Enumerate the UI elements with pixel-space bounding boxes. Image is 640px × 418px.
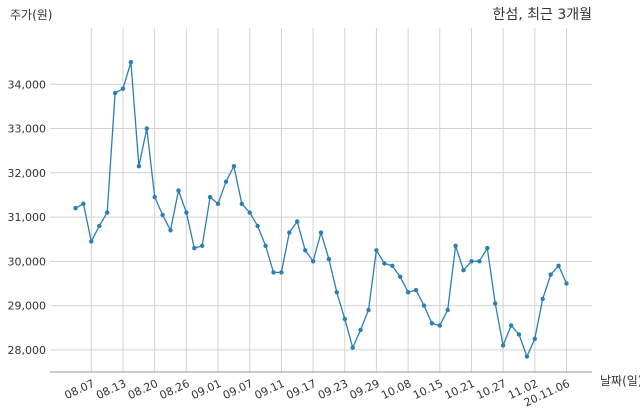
data-point: [366, 307, 371, 313]
data-point: [215, 201, 221, 206]
y-tick-label: 29,000: [8, 300, 47, 313]
y-axis-label: 주가(원): [10, 8, 52, 22]
data-point: [398, 274, 403, 279]
data-point: [493, 301, 498, 306]
data-point: [160, 212, 165, 218]
data-point: [342, 316, 347, 322]
data-point: [200, 243, 205, 248]
data-point: [247, 210, 252, 215]
data-point: [374, 248, 379, 253]
data-point: [445, 307, 450, 313]
x-tick-label: 08.20: [126, 377, 160, 402]
y-tick-label: 28,000: [8, 344, 47, 357]
data-point: [429, 321, 435, 326]
data-point: [326, 256, 332, 262]
x-tick-label: 10.08: [379, 377, 413, 402]
data-point: [453, 243, 458, 248]
data-point: [168, 228, 173, 233]
data-point: [405, 290, 411, 295]
data-point: [413, 287, 419, 293]
data-point: [318, 230, 324, 235]
y-axis: 28,000 29,000 30,000 31,000 32,000 33,000 34,0…: [8, 78, 47, 357]
x-tick-label: 09.01: [189, 377, 223, 402]
x-axis: 08.0708.1308.2008.2609.0109.0709.1109.17…: [63, 377, 572, 409]
data-point: [437, 323, 442, 328]
y-tick-label: 34,000: [8, 78, 47, 91]
grid: [50, 28, 592, 372]
data-point: [310, 259, 316, 264]
series-points: [73, 59, 569, 359]
data-point: [548, 272, 553, 277]
data-point: [303, 248, 308, 253]
data-point: [231, 164, 237, 169]
data-point: [255, 223, 260, 229]
data-point: [263, 243, 268, 248]
data-point: [421, 303, 427, 308]
data-point: [295, 219, 300, 224]
y-tick-label: 32,000: [8, 167, 47, 180]
data-point: [192, 245, 197, 251]
y-tick-label: 30,000: [8, 255, 47, 268]
x-tick-label: 09.11: [253, 377, 287, 402]
data-point: [279, 270, 284, 275]
x-tick-label: 09.07: [221, 377, 255, 402]
data-point: [524, 354, 530, 359]
data-point: [390, 263, 395, 268]
data-point: [564, 281, 569, 286]
data-point: [334, 290, 339, 295]
data-point: [120, 86, 126, 91]
data-point: [500, 343, 506, 348]
x-tick-label: 08.13: [94, 377, 128, 402]
data-point: [485, 245, 490, 251]
data-point: [477, 259, 482, 264]
data-point: [382, 261, 387, 266]
x-tick-label: 09.17: [284, 377, 318, 402]
data-point: [152, 194, 157, 200]
data-point: [461, 268, 466, 273]
data-point: [271, 270, 276, 275]
data-point: [112, 90, 118, 96]
data-point: [469, 259, 474, 264]
data-point: [176, 188, 181, 193]
x-tick-label: 09.23: [316, 377, 350, 402]
series-line: [75, 61, 568, 358]
x-tick-label: 08.26: [158, 377, 192, 402]
chart-title: 한섬, 최근 3개월: [492, 7, 592, 23]
data-point: [136, 164, 142, 169]
data-point: [508, 323, 514, 328]
data-point: [223, 179, 229, 184]
y-tick-label: 33,000: [8, 123, 47, 136]
data-point: [89, 239, 94, 244]
data-point: [287, 230, 292, 235]
data-point: [532, 336, 537, 341]
data-point: [207, 194, 213, 200]
data-point: [81, 201, 86, 206]
data-point: [73, 206, 78, 211]
data-point: [540, 296, 545, 302]
data-point: [105, 210, 110, 215]
data-point: [516, 332, 522, 337]
x-tick-label: 10.21: [443, 377, 477, 402]
data-point: [97, 223, 102, 229]
x-tick-label: 08.07: [63, 377, 97, 402]
x-tick-label: 10.27: [474, 377, 508, 402]
data-point: [556, 263, 561, 268]
data-point: [144, 126, 149, 131]
data-point: [358, 327, 363, 333]
x-tick-label: 09.29: [348, 377, 382, 402]
data-point: [184, 210, 189, 215]
data-point: [128, 59, 134, 65]
data-point: [239, 201, 244, 206]
data-point: [350, 345, 355, 350]
x-axis-label: 날짜(일): [600, 374, 640, 388]
y-tick-label: 31,000: [8, 211, 47, 224]
x-tick-label: 10.15: [411, 377, 445, 402]
